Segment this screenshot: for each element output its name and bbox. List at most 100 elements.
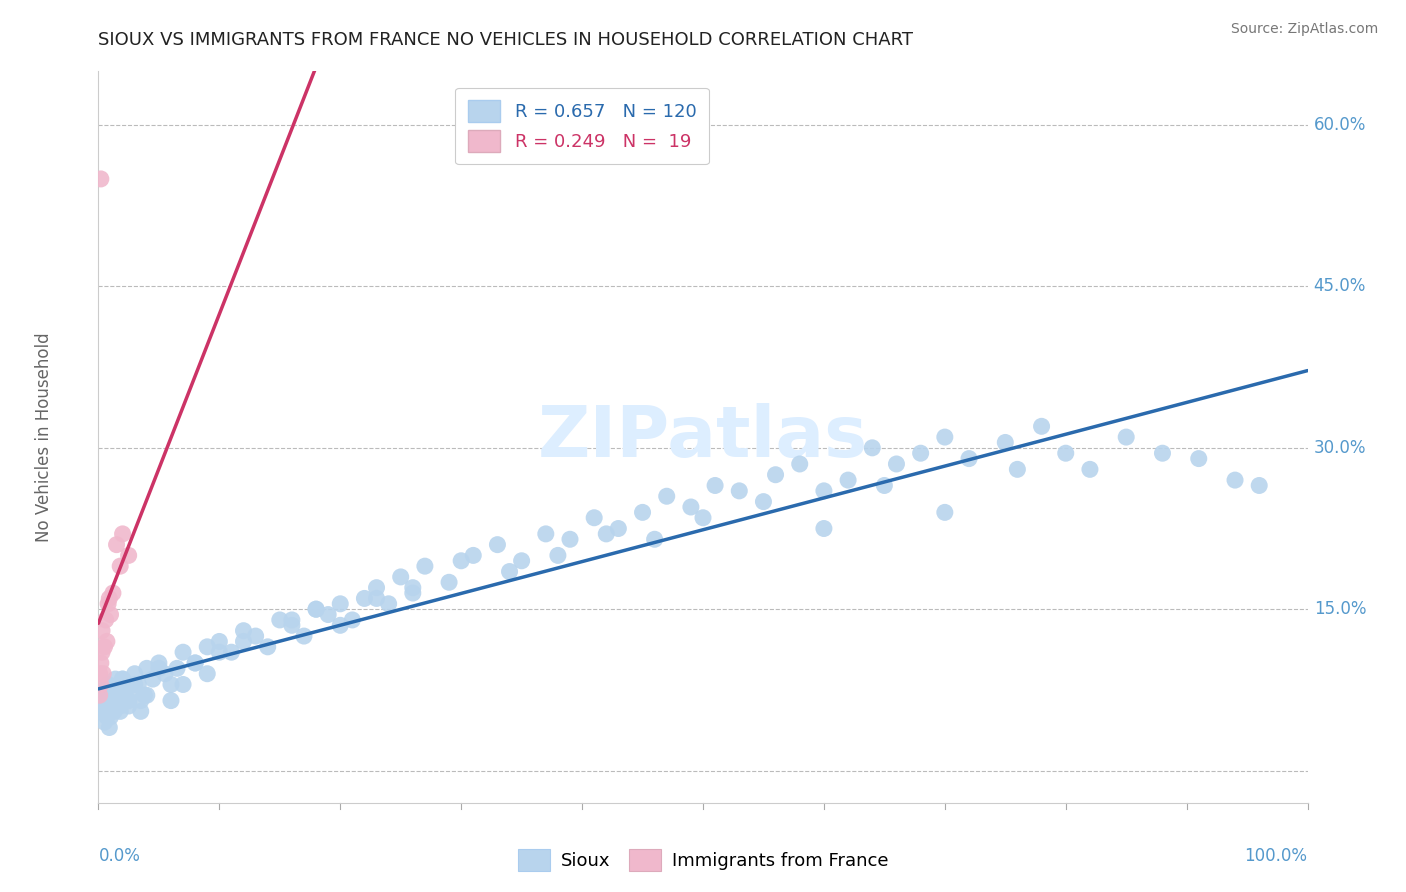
Point xyxy=(510,554,533,568)
Point xyxy=(89,688,111,702)
Point xyxy=(934,505,956,519)
Point xyxy=(281,618,304,632)
Point xyxy=(353,591,375,606)
Point xyxy=(534,527,557,541)
Point xyxy=(129,693,152,707)
Point xyxy=(679,500,702,514)
Point xyxy=(305,602,328,616)
Point xyxy=(789,457,811,471)
Point xyxy=(110,682,132,697)
Point xyxy=(91,645,114,659)
Point xyxy=(96,693,118,707)
Point xyxy=(90,656,112,670)
Point xyxy=(208,634,231,648)
Point xyxy=(934,430,956,444)
Point xyxy=(232,634,254,648)
Point xyxy=(104,672,127,686)
Point xyxy=(631,505,654,519)
Point xyxy=(93,715,115,730)
Point xyxy=(1188,451,1211,466)
Point xyxy=(118,698,141,713)
Point xyxy=(111,527,134,541)
Point xyxy=(837,473,859,487)
Point xyxy=(366,591,388,606)
Point xyxy=(547,549,569,563)
Point xyxy=(329,618,352,632)
Point xyxy=(994,435,1017,450)
Point xyxy=(105,693,128,707)
Point xyxy=(498,565,520,579)
Point xyxy=(195,666,218,681)
Point xyxy=(1031,419,1053,434)
Point xyxy=(692,510,714,524)
Point xyxy=(100,607,122,622)
Point xyxy=(195,640,218,654)
Point xyxy=(93,682,115,697)
Legend: Sioux, Immigrants from France: Sioux, Immigrants from France xyxy=(510,842,896,879)
Point xyxy=(127,677,149,691)
Point xyxy=(91,624,114,638)
Point xyxy=(111,672,134,686)
Point xyxy=(366,581,388,595)
Point xyxy=(124,666,146,681)
Point xyxy=(124,677,146,691)
Text: Source: ZipAtlas.com: Source: ZipAtlas.com xyxy=(1230,22,1378,37)
Point xyxy=(595,527,617,541)
Point xyxy=(377,597,399,611)
Point xyxy=(1078,462,1101,476)
Point xyxy=(98,591,121,606)
Point xyxy=(96,710,118,724)
Point xyxy=(90,677,112,691)
Point xyxy=(765,467,787,482)
Point xyxy=(860,441,883,455)
Point xyxy=(172,645,194,659)
Point xyxy=(813,521,835,535)
Point xyxy=(134,688,156,702)
Point xyxy=(232,624,254,638)
Point xyxy=(108,559,131,574)
Point xyxy=(97,688,120,702)
Point xyxy=(166,661,188,675)
Point xyxy=(135,661,157,675)
Point xyxy=(100,688,122,702)
Point xyxy=(413,559,436,574)
Point xyxy=(1007,462,1029,476)
Legend: R = 0.657   N = 120, R = 0.249   N =  19: R = 0.657 N = 120, R = 0.249 N = 19 xyxy=(456,87,709,164)
Point xyxy=(316,607,339,622)
Point xyxy=(101,682,124,697)
Point xyxy=(94,698,117,713)
Point xyxy=(1152,446,1174,460)
Point xyxy=(450,554,472,568)
Point xyxy=(129,705,152,719)
Point xyxy=(221,645,243,659)
Point xyxy=(142,672,165,686)
Text: SIOUX VS IMMIGRANTS FROM FRANCE NO VEHICLES IN HOUSEHOLD CORRELATION CHART: SIOUX VS IMMIGRANTS FROM FRANCE NO VEHIC… xyxy=(98,31,914,49)
Point xyxy=(281,613,304,627)
Point xyxy=(655,489,678,503)
Point xyxy=(813,483,835,498)
Point xyxy=(114,688,136,702)
Point xyxy=(105,682,128,697)
Point xyxy=(98,693,121,707)
Point xyxy=(107,688,129,702)
Point xyxy=(108,677,131,691)
Point xyxy=(100,698,122,713)
Point xyxy=(91,705,114,719)
Point xyxy=(108,705,131,719)
Point xyxy=(245,629,267,643)
Point xyxy=(342,613,364,627)
Point xyxy=(728,483,751,498)
Point xyxy=(184,656,207,670)
Text: 45.0%: 45.0% xyxy=(1313,277,1367,295)
Point xyxy=(704,478,727,492)
Point xyxy=(437,575,460,590)
Point xyxy=(1115,430,1137,444)
Point xyxy=(402,581,425,595)
Text: 15.0%: 15.0% xyxy=(1313,600,1367,618)
Point xyxy=(389,570,412,584)
Point xyxy=(118,693,141,707)
Point xyxy=(583,510,606,524)
Point xyxy=(292,629,315,643)
Point xyxy=(111,672,134,686)
Point xyxy=(89,666,111,681)
